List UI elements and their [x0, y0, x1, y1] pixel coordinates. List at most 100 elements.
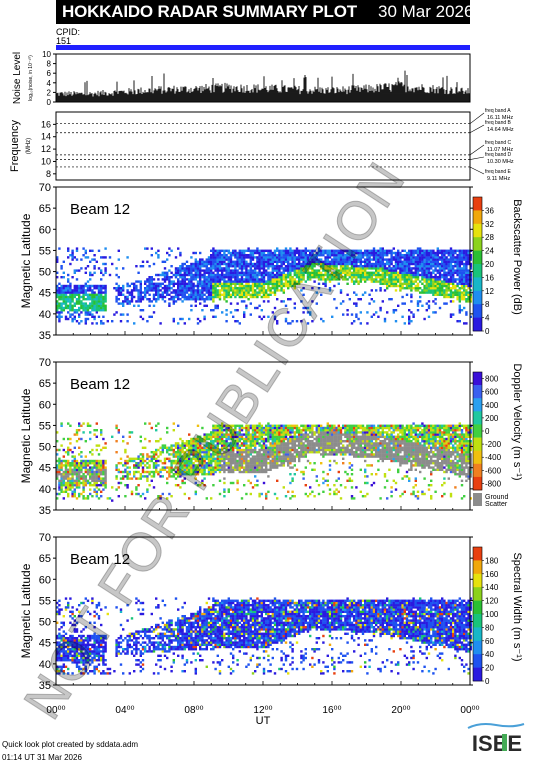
- colorbar-swatch: [473, 627, 482, 641]
- x-axis-label: UT: [256, 715, 271, 727]
- latitude-tick-label: 45: [39, 288, 51, 300]
- colorbar-swatch: [473, 424, 482, 437]
- colorbar-tick-label: 12: [485, 287, 494, 296]
- colorbar-tick-label: 8: [485, 300, 490, 309]
- colorbar-tick-label: 4: [485, 314, 490, 323]
- footer-credit: Quick look plot created by sddata.adm: [2, 740, 138, 749]
- colorbar-swatch: [473, 574, 482, 588]
- colorbar-tick-label: 32: [485, 220, 494, 229]
- isee-logo: ISEE: [466, 722, 528, 754]
- latitude-tick-label: 35: [39, 505, 51, 517]
- colorbar-swatch: [473, 251, 482, 265]
- latitude-tick-label: 55: [39, 595, 51, 607]
- colorbar-tick-label: -800: [485, 479, 502, 488]
- frequency-band-value: 9.11 MHz: [487, 176, 510, 182]
- frequency-tick-label: 12: [41, 144, 51, 154]
- colorbar-tick-label: 160: [485, 570, 499, 579]
- colorbar-tick-label: 24: [485, 247, 494, 256]
- time-tick-label: 00⁰⁰: [460, 705, 479, 716]
- colorbar-label: Spectral Width (m s⁻¹): [511, 552, 523, 661]
- colorbar-swatch: [473, 291, 482, 305]
- colorbar-tick-label: 400: [485, 401, 499, 410]
- colorbar-tick-label: 40: [485, 650, 494, 659]
- colorbar-swatch: [473, 398, 482, 411]
- latitude-axis-label: Magnetic Latitude: [19, 388, 33, 483]
- frequency-yunit: (MHz): [26, 138, 32, 154]
- colorbar: 8006004002000-200-400-600-800GroundScatt…: [473, 363, 523, 508]
- colorbar-swatch: [473, 614, 482, 628]
- latitude-tick-label: 70: [39, 182, 51, 194]
- colorbar-swatch: [473, 237, 482, 251]
- noise-tick-label: 10: [42, 50, 51, 59]
- colorbar-tick-label: 0: [485, 427, 490, 436]
- colorbar-label: Doppler Velocity (m s⁻¹): [511, 363, 523, 480]
- colorbar-tick-label: 80: [485, 623, 494, 632]
- latitude-tick-label: 65: [39, 203, 51, 215]
- time-tick-label: 20⁰⁰: [391, 705, 410, 716]
- latitude-tick-label: 50: [39, 267, 51, 279]
- frequency-band-name: freq band A: [485, 108, 511, 114]
- latitude-tick-label: 55: [39, 420, 51, 432]
- colorbar-swatch: [473, 372, 482, 385]
- colorbar-swatch: [473, 601, 482, 615]
- noise-tick-label: 6: [47, 69, 52, 78]
- noise-tick-label: 4: [47, 79, 52, 88]
- frequency-frame: [56, 112, 470, 180]
- latitude-tick-label: 50: [39, 617, 51, 629]
- ground-scatter-label-2: Scatter: [485, 501, 508, 508]
- noise-ysub: log₁₀(noise, in 10⁻¹⁰): [28, 55, 34, 101]
- colorbar-tick-label: 600: [485, 388, 499, 397]
- colorbar-tick-label: 28: [485, 233, 494, 242]
- latitude-axis-label: Magnetic Latitude: [19, 563, 33, 658]
- colorbar-tick-label: 100: [485, 610, 499, 619]
- frequency-band-value: 14.64 MHz: [487, 127, 514, 133]
- latitude-tick-label: 60: [39, 224, 51, 236]
- colorbar-tick-label: 140: [485, 583, 499, 592]
- ground-scatter-swatch: [473, 493, 482, 506]
- colorbar-swatch: [473, 560, 482, 574]
- noise-ylabel: Noise Level: [12, 52, 23, 104]
- latitude-tick-label: 65: [39, 553, 51, 565]
- frequency-band-name: freq band E: [485, 169, 512, 175]
- latitude-tick-label: 70: [39, 532, 51, 544]
- logo-text: ISEE: [472, 731, 522, 754]
- colorbar-swatch: [473, 668, 482, 682]
- colorbar-swatch: [473, 411, 482, 424]
- noise-tick-label: 0: [47, 98, 52, 107]
- time-tick-label: 16⁰⁰: [322, 705, 341, 716]
- colorbar-tick-label: 60: [485, 637, 494, 646]
- colorbar-swatch: [473, 277, 482, 291]
- colorbar-tick-label: -400: [485, 453, 502, 462]
- frequency-band-name: freq band C: [485, 140, 512, 146]
- colorbar-label: Backscatter Power (dB): [511, 199, 523, 315]
- colorbar-swatch: [473, 318, 482, 332]
- latitude-tick-label: 55: [39, 245, 51, 257]
- colorbar-tick-label: -200: [485, 440, 502, 449]
- colorbar-swatch: [473, 264, 482, 278]
- latitude-tick-label: 65: [39, 378, 51, 390]
- colorbar-tick-label: 36: [485, 206, 494, 215]
- noise-tick-label: 8: [47, 60, 52, 69]
- colorbar-swatch: [473, 654, 482, 668]
- noise-tick-label: 2: [47, 88, 52, 97]
- latitude-tick-label: 40: [39, 484, 51, 496]
- colorbar-tick-label: 120: [485, 597, 499, 606]
- colorbar-tick-label: 800: [485, 375, 499, 384]
- colorbar-swatch: [473, 587, 482, 601]
- latitude-tick-label: 35: [39, 330, 51, 342]
- latitude-tick-label: 70: [39, 357, 51, 369]
- colorbar-swatch: [473, 641, 482, 655]
- frequency-tick-label: 14: [41, 132, 51, 142]
- colorbar-swatch: [473, 438, 482, 451]
- colorbar-tick-label: 180: [485, 556, 499, 565]
- colorbar-swatch: [473, 197, 482, 211]
- colorbar-swatch: [473, 304, 482, 318]
- colorbar-tick-label: -600: [485, 466, 502, 475]
- latitude-tick-label: 60: [39, 399, 51, 411]
- time-tick-label: 08⁰⁰: [184, 705, 203, 716]
- frequency-band-name: freq band B: [485, 120, 512, 126]
